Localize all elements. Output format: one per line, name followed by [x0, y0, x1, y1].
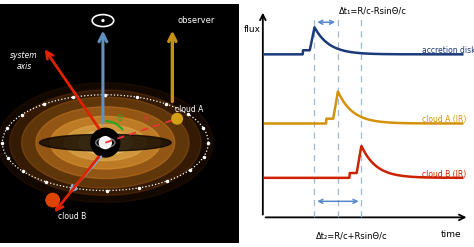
Text: flux: flux — [244, 25, 261, 34]
Ellipse shape — [9, 90, 201, 195]
Ellipse shape — [21, 97, 189, 188]
Circle shape — [100, 137, 111, 149]
Circle shape — [46, 193, 59, 207]
Text: time: time — [440, 230, 461, 239]
Ellipse shape — [64, 125, 146, 161]
Circle shape — [172, 113, 182, 124]
Text: R: R — [144, 116, 148, 122]
Text: Δt₁=R/c-RsinΘ/c: Δt₁=R/c-RsinΘ/c — [339, 7, 407, 16]
Text: observer: observer — [178, 16, 215, 25]
Ellipse shape — [39, 134, 171, 151]
Text: cloud A: cloud A — [175, 105, 203, 114]
Text: system
axis: system axis — [10, 51, 38, 71]
Ellipse shape — [36, 107, 175, 179]
Circle shape — [99, 16, 107, 25]
Text: Δt₂=R/c+RsinΘ/c: Δt₂=R/c+RsinΘ/c — [316, 231, 388, 240]
Ellipse shape — [79, 131, 132, 155]
Circle shape — [91, 128, 119, 157]
Text: cloud B: cloud B — [58, 212, 86, 221]
Text: accretion disk (optical): accretion disk (optical) — [422, 46, 474, 55]
Text: Θ: Θ — [117, 114, 123, 123]
Ellipse shape — [0, 83, 213, 203]
Circle shape — [100, 18, 106, 23]
Ellipse shape — [50, 116, 160, 169]
Text: cloud B (IR): cloud B (IR) — [422, 170, 466, 179]
Text: cloud A (IR): cloud A (IR) — [422, 115, 467, 124]
Circle shape — [102, 20, 104, 21]
